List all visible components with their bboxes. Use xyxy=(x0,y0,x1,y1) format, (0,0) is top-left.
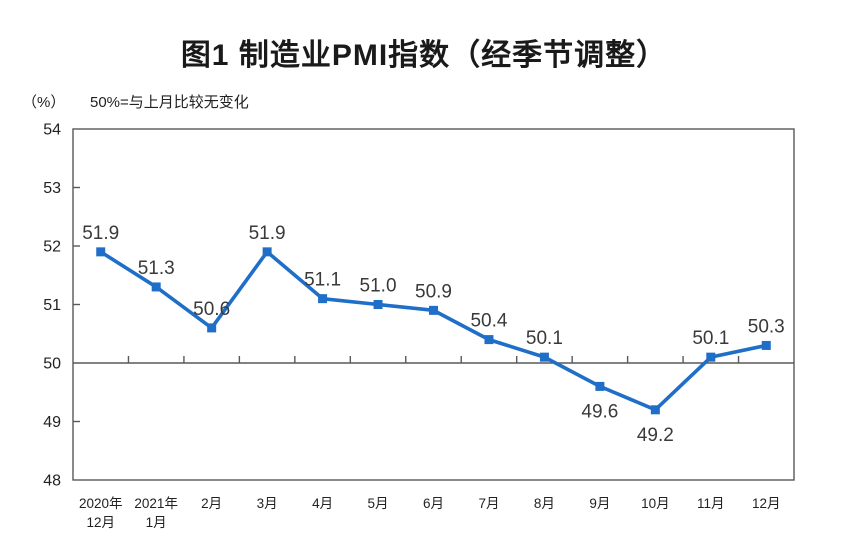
data-point-label: 50.1 xyxy=(692,328,729,349)
x-axis-category-label: 1月 xyxy=(146,515,167,530)
x-axis-category-label: 7月 xyxy=(478,496,499,511)
data-point-marker xyxy=(96,247,106,257)
x-axis-category-label: 6月 xyxy=(423,496,444,511)
data-point-marker xyxy=(318,294,328,304)
x-axis-category-label: 2021年 xyxy=(134,496,178,511)
data-point-label: 49.6 xyxy=(581,401,618,422)
data-point-marker xyxy=(207,323,217,333)
data-point-label: 51.1 xyxy=(304,270,341,291)
data-point-marker xyxy=(429,305,438,315)
data-point-marker xyxy=(706,352,716,362)
x-axis-category-label: 3月 xyxy=(257,496,278,511)
data-point-marker xyxy=(539,352,549,362)
x-axis-category-label: 9月 xyxy=(589,496,610,511)
x-axis-category-label: 2020年 xyxy=(79,496,123,511)
y-axis-tick-label: 54 xyxy=(43,122,61,139)
y-axis-tick-label: 50 xyxy=(43,356,61,373)
x-axis-category-label: 8月 xyxy=(534,496,555,511)
data-point-marker xyxy=(761,340,771,350)
chart-title: 图1 制造业PMI指数（经季节调整） xyxy=(180,39,668,72)
y-axis-tick-label: 51 xyxy=(43,297,61,314)
data-point-label: 50.4 xyxy=(470,311,507,332)
data-point-label: 51.9 xyxy=(249,223,286,244)
data-point-label: 50.1 xyxy=(526,328,563,349)
data-point-label: 49.2 xyxy=(637,425,674,446)
data-point-label: 50.3 xyxy=(748,316,785,337)
data-point-label: 51.3 xyxy=(138,258,175,279)
data-point-marker xyxy=(151,282,161,292)
y-axis-tick-label: 48 xyxy=(43,473,61,490)
reference-line-note: 50%=与上月比较无变化 xyxy=(90,94,249,111)
data-point-marker xyxy=(595,381,605,391)
y-axis-unit-label: （%） xyxy=(22,94,66,111)
x-axis-category-label: 11月 xyxy=(697,496,725,511)
data-point-label: 51.0 xyxy=(360,276,397,297)
data-point-label: 50.9 xyxy=(415,281,452,302)
x-axis-category-label: 4月 xyxy=(312,496,333,511)
data-point-marker xyxy=(262,247,272,257)
data-point-marker xyxy=(650,405,660,415)
x-axis-category-label: 12月 xyxy=(86,515,115,530)
x-axis-category-label: 12月 xyxy=(752,496,781,511)
data-point-label: 50.6 xyxy=(193,299,230,320)
x-axis-category-label: 5月 xyxy=(368,496,389,511)
y-axis-tick-label: 53 xyxy=(43,180,61,197)
data-point-label: 51.9 xyxy=(82,223,119,244)
y-axis-tick-label: 52 xyxy=(43,239,61,256)
pmi-series-line xyxy=(98,250,769,412)
x-axis-category-label: 2月 xyxy=(201,496,222,511)
y-axis-tick-label: 49 xyxy=(43,414,61,431)
data-point-marker xyxy=(373,300,383,309)
data-point-marker xyxy=(484,335,494,345)
x-axis-category-label: 10月 xyxy=(641,496,670,511)
